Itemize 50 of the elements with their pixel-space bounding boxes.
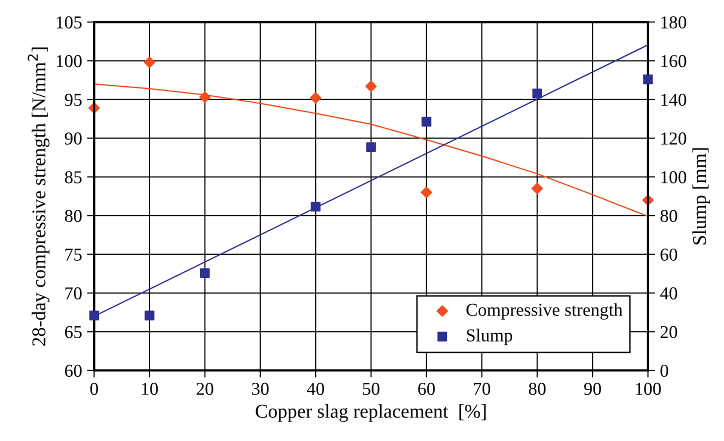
x-tick-label: 10 [142, 382, 158, 395]
y2-tick-label: 180 [661, 16, 686, 28]
y-tick-label: 105 [56, 16, 82, 28]
x-tick-label: 60 [418, 382, 435, 395]
y-tick-label: 75 [65, 248, 82, 261]
y2-tick-label: 20 [660, 326, 678, 338]
point [643, 74, 653, 84]
x-tick-label: 30 [252, 382, 269, 395]
y-tick-label: 80 [64, 210, 82, 222]
y-tick-label: 85 [64, 171, 82, 184]
y-tick-label: 70 [65, 287, 82, 300]
y-tick-label: 65 [65, 326, 82, 338]
x-axis-title: Copper slag replacement [%] [256, 404, 486, 422]
y-tick-label: 100 [56, 55, 82, 68]
legend-label: Slump [466, 328, 512, 346]
y2-tick-label: 40 [660, 287, 678, 300]
x-tick-label: 40 [306, 382, 324, 395]
point [366, 142, 376, 152]
x-tick-label: 0 [90, 382, 98, 395]
y2-tick-label: 0 [660, 364, 668, 377]
y2-axis-title: Slump [mm] [692, 148, 710, 244]
point [310, 202, 321, 212]
y2-tick-label: 120 [661, 132, 686, 145]
x-tick-label: 70 [474, 382, 490, 395]
point [365, 80, 377, 92]
x-tick-label: 20 [196, 382, 214, 395]
point [422, 116, 432, 127]
y2-tick-label: 60 [660, 248, 678, 261]
point [89, 310, 99, 320]
x-tick-label: 90 [584, 382, 601, 395]
point [144, 56, 156, 68]
y-tick-label: 95 [64, 94, 82, 106]
x-tick-label: 50 [363, 382, 380, 395]
y2-tick-label: 160 [661, 55, 686, 68]
point [310, 92, 322, 104]
point [532, 182, 543, 194]
y-tick-label: 60 [65, 364, 82, 377]
point [200, 268, 210, 278]
point [532, 88, 542, 98]
point [420, 186, 432, 198]
x-tick-label: 100 [636, 382, 661, 395]
legend-label: Compressive strength [466, 303, 622, 320]
y-axis-title: 28-day compressive strength [N/mm$^{2}$] [28, 48, 50, 346]
x-tick-label: 80 [528, 382, 546, 395]
y-tick-label: 90 [64, 132, 82, 145]
y2-tick-label: 140 [661, 94, 686, 106]
y2-tick-label: 80 [660, 210, 678, 222]
y2-tick-label: 100 [661, 171, 686, 184]
point [199, 91, 211, 103]
point [144, 310, 154, 320]
